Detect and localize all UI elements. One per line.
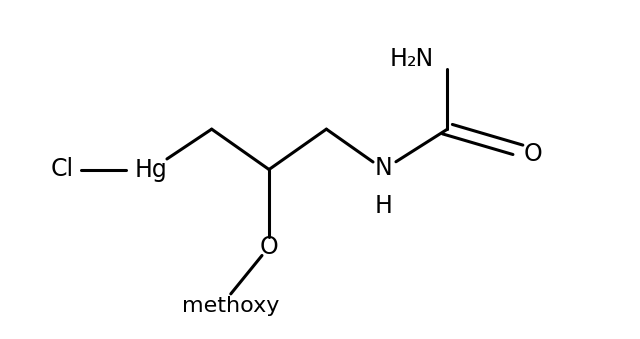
Text: H: H [389,46,407,71]
Text: methoxy: methoxy [182,296,280,316]
Text: Hg: Hg [135,158,168,181]
Text: ₂N: ₂N [407,46,435,71]
Text: H: H [375,195,393,218]
Text: Cl: Cl [51,158,74,181]
Text: O: O [260,235,278,259]
Text: O: O [524,142,543,166]
Text: N: N [375,156,392,180]
